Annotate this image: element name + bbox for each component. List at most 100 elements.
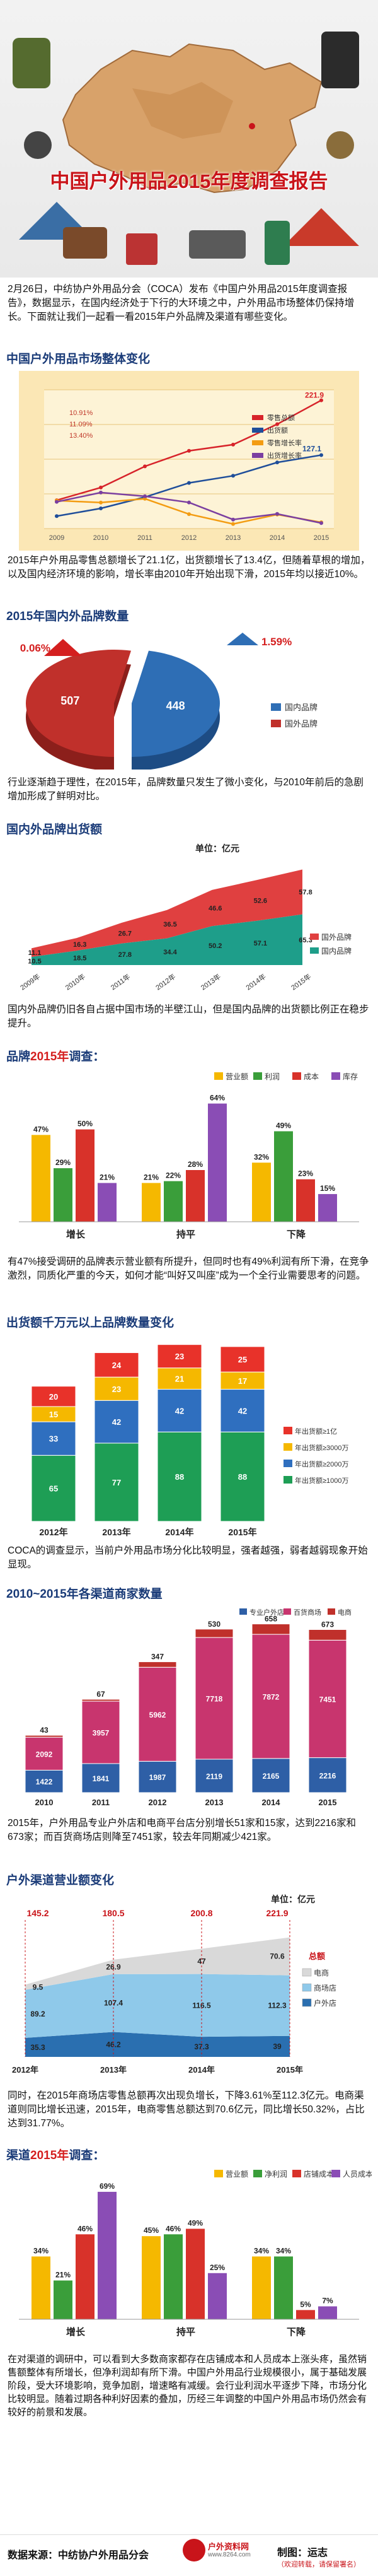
x-tick-label: 2009 [49, 534, 64, 542]
footer: 数据来源：中纺协户外用品分会 户外资料网 www.8264.com 制图：运志 … [0, 2534, 378, 2576]
data-label: 5% [300, 2300, 311, 2309]
legend-label: 年出货额≥1亿 [295, 1427, 337, 1436]
data-label: 70.6 [270, 1952, 285, 1961]
legend-swatch [271, 720, 281, 727]
legend-swatch [271, 703, 281, 711]
stacked-bar-segment [31, 1386, 76, 1407]
channel-sales-caption: 同时，在2015年商场店零售总额再次出现负增长，下降3.61%至112.3亿元。… [8, 2090, 365, 2129]
data-label: 26.7 [118, 930, 132, 937]
data-label: 34.4 [163, 949, 177, 956]
data-label: 15 [49, 1410, 58, 1419]
bar [164, 2234, 183, 2319]
growth-label: 13.40% [69, 432, 93, 440]
data-label: 42 [175, 1406, 184, 1415]
data-label: 18.5 [73, 955, 86, 963]
data-label: 49% [188, 2219, 203, 2228]
data-label: 46% [166, 2224, 181, 2233]
legend-swatch [331, 2170, 340, 2177]
stacked-bar-segment [251, 1624, 290, 1635]
legend-swatch [284, 1427, 292, 1434]
data-label: 107.4 [104, 1999, 123, 2008]
stacked-bar-segment [31, 1455, 76, 1522]
data-label: 2165 [263, 1772, 280, 1781]
legend-label: 营业额 [226, 2170, 248, 2179]
data-label: 42 [238, 1406, 247, 1415]
bar [208, 2273, 227, 2319]
area-foreign [32, 869, 302, 957]
data-label: 17 [238, 1376, 247, 1386]
data-label: 35.3 [30, 2043, 45, 2052]
data-point [231, 474, 235, 478]
channel-sales-section-title: 户外渠道营业额变化 [6, 1874, 115, 1887]
bar [76, 1129, 94, 1222]
legend-label: 净利润 [265, 2170, 287, 2179]
bar [54, 2280, 72, 2319]
pie-value-label: 448 [166, 700, 185, 712]
data-label: 67 [96, 1690, 105, 1699]
over10m-caption: COCA的调查显示，当前户外用品市场分化比较明显，强者越强，弱者越弱现象开始显现… [8, 1545, 368, 1570]
legend-label: 库存 [343, 1072, 358, 1081]
logo-icon [183, 2539, 205, 2561]
data-label: 23 [112, 1385, 121, 1394]
bar [274, 1131, 293, 1222]
data-label: 221.9 [305, 391, 324, 400]
data-point [319, 521, 323, 525]
data-point [275, 512, 279, 516]
bar [98, 1183, 117, 1222]
total-label: 200.8 [190, 1908, 212, 1918]
stacked-bar-segment [195, 1629, 234, 1638]
legend-label: 商场店 [314, 1983, 336, 1993]
data-label: 116.5 [192, 2001, 211, 2010]
stacked-bar-segment [94, 1400, 139, 1444]
data-label: 36.5 [163, 921, 176, 928]
stacked-bar-segment [25, 1769, 64, 1793]
up-arrow-icon [44, 639, 82, 656]
stacked-bar-segment [31, 1406, 76, 1422]
data-label: 3957 [93, 1729, 110, 1738]
channels-chart: 专业户外店 百货商场 电商 1422 2092 43 2010 1841 3957 67 2011 1… [6, 1603, 372, 1812]
channel-survey-caption: 在对渠道的调研中，可以看到大多数商家都存在店铺成本和人员成本上涨头疼，虽然销售额… [8, 2354, 367, 2418]
stacked-bar-segment [157, 1367, 202, 1390]
data-label: 25% [210, 2263, 225, 2272]
legend-label: 零售总额 [267, 413, 295, 422]
data-label: 1841 [93, 1774, 110, 1783]
data-label: 88 [175, 1472, 184, 1482]
data-label: 10.5 [28, 958, 41, 966]
legend-swatch [252, 428, 263, 433]
data-point [99, 506, 103, 511]
data-point [319, 453, 323, 457]
pie-slice [26, 650, 132, 757]
change-label: 0.06% [20, 642, 50, 654]
data-label: 45% [144, 2226, 159, 2235]
data-point [319, 398, 323, 402]
x-tick-label: 2015年 [277, 2065, 303, 2075]
group-label: 增长 [66, 1229, 86, 1240]
footer-maker: 制图：运志 [277, 2548, 328, 2558]
bar [164, 1181, 183, 1222]
over10m-chart: 65 33 15 20 2012年 77 42 23 24 2013年 88 42 21 23 2014年 8… [6, 1332, 372, 1540]
data-label: 29% [55, 1158, 71, 1167]
x-tick-label: 2012 [149, 1798, 167, 1807]
channel-sales-chart: 单位：亿元 35.3 46.2 37.3 39 89.2 107.4 116.5 112.3 9.… [6, 1890, 372, 2085]
x-tick-label: 2014年 [165, 1527, 193, 1537]
legend-label: 年出货额≥2000万 [295, 1460, 349, 1468]
bar [318, 2306, 337, 2319]
legend-swatch [328, 1608, 335, 1615]
legend-label: 户外店 [314, 1998, 336, 2008]
stacked-bar-segment [31, 1421, 76, 1456]
area-band [25, 1974, 290, 2038]
data-label: 112.3 [268, 2001, 287, 2010]
legend-label: 百货商场 [294, 1608, 321, 1617]
stacked-bar-segment [251, 1758, 290, 1793]
stacked-bar-segment [81, 1701, 120, 1764]
unit-label: 单位：亿元 [271, 1894, 315, 1904]
data-label: 50% [77, 1120, 93, 1128]
brand-survey-chart: 营业额 利润 成本 库存 47% 29% 50% 21% 增长 21% 22% 28% 64% 持平 32%… [6, 1067, 372, 1250]
total-label: 221.9 [266, 1908, 288, 1918]
data-label: 7451 [319, 1695, 336, 1704]
legend-swatch [284, 1460, 292, 1467]
stacked-bar-segment [220, 1431, 265, 1522]
bar [296, 1179, 315, 1222]
data-point [187, 500, 191, 505]
data-label: 7% [322, 2297, 333, 2305]
